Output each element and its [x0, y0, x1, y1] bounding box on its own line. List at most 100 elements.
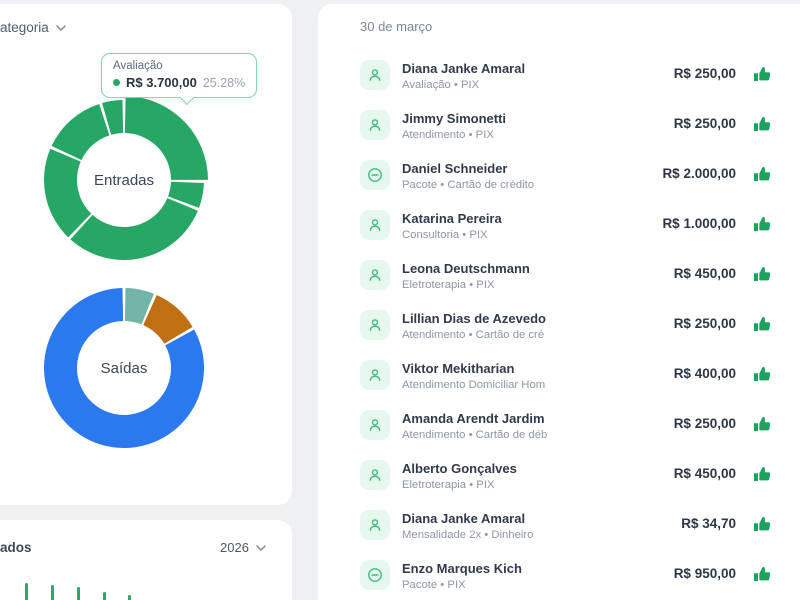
transactions-date-header: 30 de março [360, 19, 433, 34]
transaction-detail: Pacote • PIX [402, 579, 466, 591]
transactions-panel [318, 4, 800, 600]
transaction-row[interactable]: Leona Deutschmann Eletroterapia • PIX R$… [360, 255, 780, 295]
chart-tooltip: Avaliação R$ 3.700,00 25.28% [101, 53, 258, 106]
transaction-detail: Atendimento • Cartão de cré [402, 329, 545, 341]
tooltip-category-label: Avaliação [113, 60, 163, 72]
minus-circle-icon [368, 568, 382, 582]
transaction-row[interactable]: Enzo Marques Kich Pacote • PIX R$ 950,00 [360, 555, 780, 595]
person-icon [369, 219, 381, 231]
transaction-amount: R$ 250,00 [673, 316, 736, 331]
transaction-detail: Atendimento • PIX [402, 129, 494, 141]
transaction-amount: R$ 950,00 [673, 566, 736, 581]
client-name: Daniel Schneider [402, 161, 508, 176]
transaction-row[interactable]: Katarina Pereira Consultoria • PIX R$ 1.… [360, 205, 780, 245]
client-name: Katarina Pereira [402, 211, 502, 226]
thumbs-up-icon[interactable] [752, 114, 772, 134]
transaction-detail: Atendimento Domiciliar Hom [402, 379, 546, 391]
thumbs-up-icon[interactable] [752, 514, 772, 534]
person-icon [369, 419, 381, 431]
category-dropdown-label: ategoria [0, 20, 49, 35]
donut-slice[interactable] [44, 288, 205, 448]
tooltip-series-dot [113, 79, 120, 86]
avatar [360, 460, 390, 490]
avatar [360, 260, 390, 290]
donut-slice[interactable] [70, 198, 198, 261]
transaction-amount: R$ 250,00 [673, 66, 736, 81]
client-name: Lillian Dias de Azevedo [402, 311, 547, 326]
donut-slice[interactable] [124, 288, 154, 325]
results-card [0, 520, 292, 600]
client-name: Enzo Marques Kich [402, 561, 522, 576]
transaction-row[interactable]: Daniel Schneider Pacote • Cartão de créd… [360, 155, 780, 195]
thumbs-up-icon[interactable] [752, 214, 772, 234]
avatar [360, 410, 390, 440]
minus-circle-icon [368, 168, 382, 182]
client-name: Diana Janke Amaral [402, 61, 526, 76]
transaction-amount: R$ 400,00 [673, 366, 736, 381]
entradas-donut-chart: Entradas [36, 92, 212, 268]
thumbs-up-icon[interactable] [752, 164, 772, 184]
bar[interactable] [102, 592, 106, 600]
person-icon [369, 369, 381, 381]
client-name: Viktor Mekitharian [402, 361, 515, 376]
transaction-row[interactable]: Amanda Arendt Jardim Atendimento • Cartã… [360, 405, 780, 445]
transaction-row[interactable]: Diana Janke Amaral Mensalidade 2x • Dinh… [360, 505, 780, 545]
avatar [360, 310, 390, 340]
person-icon [369, 469, 381, 481]
person-icon [369, 269, 381, 281]
avatar [360, 60, 390, 90]
avatar [360, 560, 390, 590]
chevron-down-icon [256, 544, 266, 551]
transaction-row[interactable]: Viktor Mekitharian Atendimento Domicilia… [360, 355, 780, 395]
person-icon [369, 519, 381, 531]
transaction-detail: Avaliação • PIX [402, 79, 480, 91]
transaction-row[interactable]: Diana Janke Amaral Avaliação • PIX R$ 25… [360, 55, 780, 95]
bar[interactable] [76, 587, 80, 600]
transaction-detail: Atendimento • Cartão de déb [402, 429, 548, 441]
transaction-detail: Mensalidade 2x • Dinheiro [402, 529, 534, 541]
transaction-amount: R$ 450,00 [673, 266, 736, 281]
client-name: Leona Deutschmann [402, 261, 530, 276]
transaction-row[interactable]: Alberto Gonçalves Eletroterapia • PIX R$… [360, 455, 780, 495]
donut-slice[interactable] [43, 148, 92, 238]
thumbs-up-icon[interactable] [752, 414, 772, 434]
transaction-amount: R$ 2.000,00 [662, 166, 736, 181]
thumbs-up-icon[interactable] [752, 64, 772, 84]
person-icon [369, 119, 381, 131]
client-name: Diana Janke Amaral [402, 511, 526, 526]
donut-slice[interactable] [51, 103, 110, 161]
transaction-amount: R$ 450,00 [673, 466, 736, 481]
transaction-row[interactable]: Lillian Dias de Azevedo Atendimento • Ca… [360, 305, 780, 345]
transaction-detail: Consultoria • PIX [402, 229, 488, 241]
bar[interactable] [127, 595, 131, 600]
transaction-detail: Eletroterapia • PIX [402, 279, 495, 291]
avatar [360, 510, 390, 540]
client-name: Alberto Gonçalves [402, 461, 517, 476]
year-selector-dropdown[interactable]: 2026 [220, 540, 266, 555]
transaction-detail: Pacote • Cartão de crédito [402, 179, 535, 191]
person-icon [369, 319, 381, 331]
donut-slice[interactable] [143, 295, 193, 344]
avatar [360, 210, 390, 240]
thumbs-up-icon[interactable] [752, 464, 772, 484]
year-selector-value: 2026 [220, 540, 249, 555]
tooltip-percent: 25.28% [202, 75, 246, 90]
transaction-amount: R$ 250,00 [673, 116, 736, 131]
transaction-detail: Eletroterapia • PIX [402, 479, 495, 491]
client-name: Amanda Arendt Jardim [402, 411, 545, 426]
donut-slice-avaliação[interactable] [124, 96, 208, 180]
donut-slice[interactable] [168, 181, 204, 208]
transaction-amount: R$ 34,70 [681, 516, 736, 531]
thumbs-up-icon[interactable] [752, 314, 772, 334]
client-name: Jimmy Simonetti [402, 111, 507, 126]
bar[interactable] [24, 583, 28, 600]
thumbs-up-icon[interactable] [752, 564, 772, 584]
bar[interactable] [50, 585, 54, 600]
donut-slice[interactable] [102, 100, 124, 135]
person-icon [369, 69, 381, 81]
thumbs-up-icon[interactable] [752, 364, 772, 384]
category-dropdown[interactable]: ategoria [0, 20, 66, 35]
transaction-row[interactable]: Jimmy Simonetti Atendimento • PIX R$ 250… [360, 105, 780, 145]
thumbs-up-icon[interactable] [752, 264, 772, 284]
